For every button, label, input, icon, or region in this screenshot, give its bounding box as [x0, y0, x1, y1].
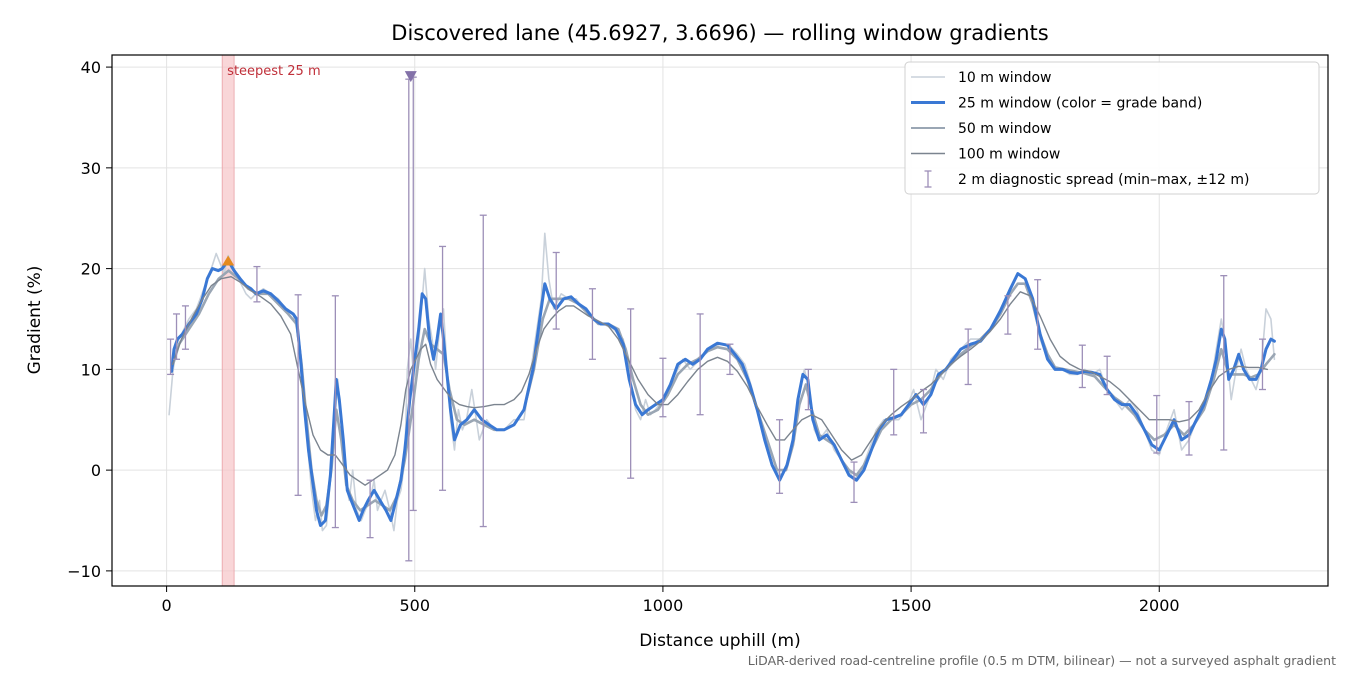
diagnostic-spread-bar: [776, 419, 784, 494]
y-tick-label: 20: [81, 260, 101, 279]
diagnostic-spread-bar: [366, 479, 374, 539]
spike-marker: [404, 71, 417, 83]
y-axis-ticks: −10 0 10 20 30 40: [67, 58, 112, 581]
x-axis-label: Distance uphill (m): [639, 631, 800, 651]
diagnostic-spread-bar: [627, 308, 635, 479]
diagnostic-spread-bar: [890, 368, 898, 436]
series-layer: [168, 232, 1276, 532]
chart-title: Discovered lane (45.6927, 3.6696) — roll…: [391, 21, 1048, 45]
diagnostic-spread-bar: [1034, 279, 1042, 350]
diagnostic-spread-bar: [167, 338, 175, 376]
series-line-w100: [171, 276, 1269, 486]
y-tick-label: 0: [91, 461, 101, 480]
diagnostic-spread-bar: [253, 265, 261, 303]
legend: 10 m window 25 m window (color = grade ba…: [904, 61, 1320, 195]
diagnostic-spread-bar: [919, 388, 927, 434]
diagnostic-spread-bar: [552, 251, 560, 330]
legend-box: [904, 61, 1320, 195]
diagnostic-spread-bar: [850, 461, 858, 504]
steepest-band: [221, 54, 235, 587]
diagnostic-spread-bar: [1153, 394, 1161, 454]
x-tick-label: 2000: [1139, 596, 1180, 615]
steepest-peak-marker: [222, 255, 235, 266]
diagnostic-spread-bar: [439, 245, 447, 491]
x-axis-ticks: 0 500 1000 1500 2000: [162, 586, 1180, 615]
x-tick-label: 1500: [891, 596, 932, 615]
diagnostic-spread-bar: [726, 343, 734, 376]
x-tick-label: 1000: [643, 596, 684, 615]
diagnostic-spread-bar: [804, 368, 812, 411]
plot-frame: [111, 54, 1329, 587]
legend-entry-diagnostic-spread: 2 m diagnostic spread (min–max, ±12 m): [924, 170, 1249, 188]
y-tick-label: 30: [81, 159, 101, 178]
diagnostic-spread-bar: [331, 295, 339, 529]
legend-label: 2 m diagnostic spread (min–max, ±12 m): [958, 172, 1249, 188]
diagnostic-spread-bar: [1220, 275, 1228, 451]
diagnostic-spread-bar: [659, 357, 667, 418]
annotation-layer: steepest 25 m: [222, 64, 417, 266]
diagnostic-spread-bar: [1004, 295, 1012, 335]
diagnostic-spread-bar: [294, 294, 302, 496]
diagnostic-spread-layer: [167, 76, 1266, 562]
diagnostic-spread-bar: [479, 214, 487, 528]
diagnostic-spread-bar: [588, 288, 596, 360]
legend-entry-w50: 50 m window: [911, 121, 1051, 137]
steepest-label: steepest 25 m: [227, 64, 320, 79]
x-tick-label: 0: [162, 596, 172, 615]
legend-label: 50 m window: [958, 121, 1051, 137]
diagnostic-spread-bar: [1103, 355, 1111, 396]
diagnostic-spread-bar: [1258, 338, 1266, 391]
series-line-w10: [168, 232, 1276, 532]
diagnostic-spread-bar: [696, 313, 704, 416]
footnote: LiDAR-derived road-centreline profile (0…: [748, 653, 1336, 668]
steepest-band-layer: [221, 54, 235, 587]
x-tick-label: 500: [399, 596, 430, 615]
y-tick-label: 10: [81, 360, 101, 379]
diagnostic-spread-bar: [173, 313, 181, 360]
diagnostic-spread-bar: [1185, 400, 1193, 456]
y-axis-label: Gradient (%): [25, 266, 45, 375]
diagnostic-spread-bar: [964, 328, 972, 386]
diagnostic-spread-bar: [181, 305, 189, 350]
legend-label: 10 m window: [958, 70, 1051, 86]
legend-entry-w25: 25 m window (color = grade band): [911, 96, 1202, 112]
legend-label: 25 m window (color = grade band): [958, 96, 1202, 112]
diagnostic-spread-bar: [1078, 344, 1086, 389]
legend-entry-w10: 10 m window: [911, 70, 1051, 86]
legend-label: 100 m window: [958, 147, 1060, 163]
legend-entry-w100: 100 m window: [911, 147, 1060, 163]
y-tick-label: −10: [67, 562, 101, 581]
y-tick-label: 40: [81, 58, 101, 77]
